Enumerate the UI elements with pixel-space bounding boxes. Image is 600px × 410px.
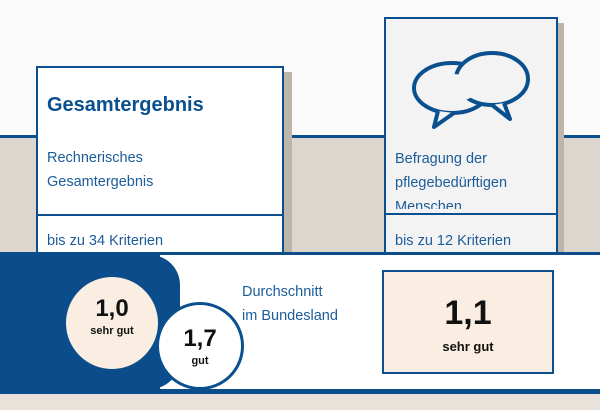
overall-card-title: Gesamtergebnis xyxy=(47,94,204,116)
average-score-label: gut xyxy=(191,355,209,367)
average-score-value: 1,7 xyxy=(183,325,217,352)
overall-criteria-count: bis zu 34 Kriterien xyxy=(47,233,164,249)
survey-score-box: 1,1 sehr gut xyxy=(382,270,554,374)
survey-score-value: 1,1 xyxy=(444,294,492,332)
overall-result-card: Gesamtergebnis Rechnerisches Gesamtergeb… xyxy=(36,66,284,258)
survey-line3: Menschen xyxy=(395,199,462,209)
overall-score-value: 1,0 xyxy=(95,295,129,322)
bottom-band xyxy=(0,394,600,410)
average-caption-line2: im Bundesland xyxy=(242,308,338,324)
overall-card-divider xyxy=(38,214,282,216)
overall-score-badge: 1,0 sehr gut xyxy=(66,277,158,369)
top-divider-line xyxy=(0,135,600,138)
speech-bubbles-icon xyxy=(412,51,530,129)
survey-score-label: sehr gut xyxy=(442,339,494,354)
survey-criteria-count: bis zu 12 Kriterien xyxy=(395,233,512,249)
overall-subtitle-line2: Gesamtergebnis xyxy=(47,174,154,190)
average-caption-line1: Durchschnitt xyxy=(242,284,323,300)
survey-line1: Befragung der xyxy=(395,151,487,167)
survey-card-divider xyxy=(386,213,556,215)
average-caption: Durchschnitt im Bundesland xyxy=(242,280,338,328)
survey-card: Befragung der pflegebedürftigen Menschen… xyxy=(384,17,558,258)
survey-card-description: Befragung der pflegebedürftigen Menschen xyxy=(395,147,507,209)
overall-score-label: sehr gut xyxy=(90,325,134,337)
average-score-badge: 1,7 gut xyxy=(156,302,244,390)
overall-subtitle-line1: Rechnerisches xyxy=(47,150,143,166)
survey-line2: pflegebedürftigen xyxy=(395,175,508,191)
overall-card-subtitle: Rechnerisches Gesamtergebnis xyxy=(47,146,153,194)
